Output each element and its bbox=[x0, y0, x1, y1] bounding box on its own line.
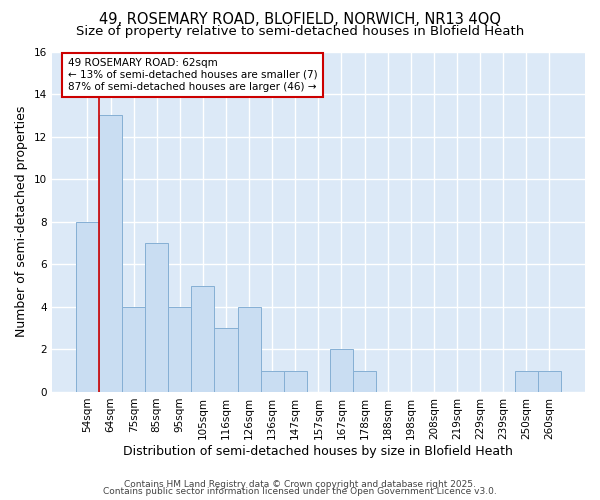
Bar bbox=[538, 370, 561, 392]
Bar bbox=[238, 307, 260, 392]
Text: Contains public sector information licensed under the Open Government Licence v3: Contains public sector information licen… bbox=[103, 488, 497, 496]
Bar bbox=[76, 222, 99, 392]
Bar bbox=[191, 286, 214, 392]
Bar bbox=[99, 116, 122, 392]
Bar bbox=[260, 370, 284, 392]
Bar bbox=[214, 328, 238, 392]
Text: 49 ROSEMARY ROAD: 62sqm
← 13% of semi-detached houses are smaller (7)
87% of sem: 49 ROSEMARY ROAD: 62sqm ← 13% of semi-de… bbox=[68, 58, 317, 92]
Text: 49, ROSEMARY ROAD, BLOFIELD, NORWICH, NR13 4QQ: 49, ROSEMARY ROAD, BLOFIELD, NORWICH, NR… bbox=[99, 12, 501, 28]
Bar bbox=[353, 370, 376, 392]
Bar bbox=[330, 350, 353, 392]
Bar bbox=[515, 370, 538, 392]
Y-axis label: Number of semi-detached properties: Number of semi-detached properties bbox=[15, 106, 28, 338]
Bar bbox=[168, 307, 191, 392]
Text: Contains HM Land Registry data © Crown copyright and database right 2025.: Contains HM Land Registry data © Crown c… bbox=[124, 480, 476, 489]
Bar bbox=[284, 370, 307, 392]
Bar bbox=[122, 307, 145, 392]
X-axis label: Distribution of semi-detached houses by size in Blofield Heath: Distribution of semi-detached houses by … bbox=[124, 444, 513, 458]
Text: Size of property relative to semi-detached houses in Blofield Heath: Size of property relative to semi-detach… bbox=[76, 25, 524, 38]
Bar bbox=[145, 243, 168, 392]
